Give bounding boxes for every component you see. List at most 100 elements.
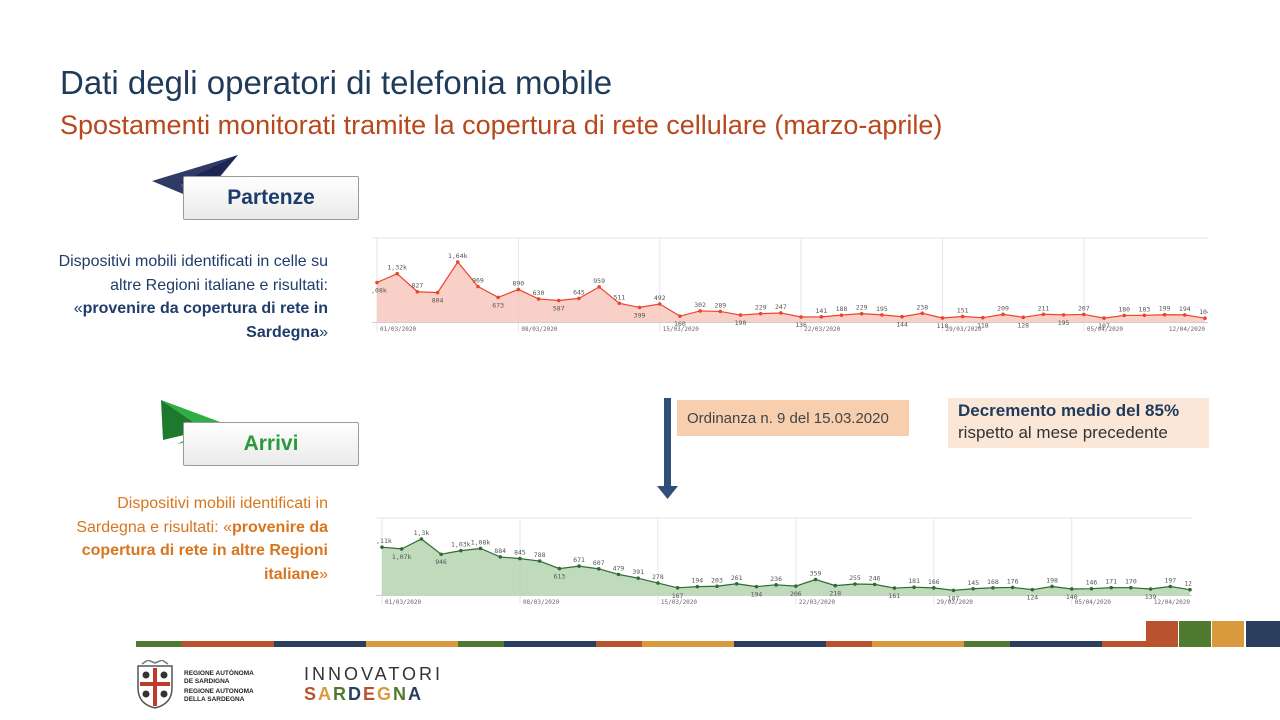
data-point bbox=[656, 581, 660, 585]
data-label: 136 bbox=[795, 321, 807, 329]
series-line bbox=[376, 260, 1206, 319]
data-point bbox=[616, 572, 621, 577]
data-point bbox=[1129, 585, 1133, 590]
data-point bbox=[715, 584, 719, 589]
data-label: 140 bbox=[1066, 593, 1078, 601]
x-tick-label: 22/03/2020 bbox=[804, 326, 841, 333]
data-point bbox=[991, 585, 995, 590]
data-label: 188 bbox=[836, 305, 848, 313]
data-label: 804 bbox=[432, 297, 444, 305]
data-point bbox=[718, 309, 723, 314]
data-point bbox=[813, 577, 818, 582]
data-label: 139 bbox=[1145, 593, 1157, 601]
data-label: 195 bbox=[1058, 319, 1070, 327]
data-label: 289 bbox=[714, 301, 726, 309]
data-point bbox=[636, 576, 640, 580]
data-point bbox=[1041, 312, 1046, 317]
data-point bbox=[657, 302, 662, 306]
data-point bbox=[1030, 587, 1035, 592]
data-label: 146 bbox=[1086, 579, 1098, 587]
data-point bbox=[556, 298, 561, 303]
data-label: 183 bbox=[1139, 305, 1151, 313]
data-point bbox=[596, 567, 601, 571]
data-point bbox=[859, 311, 864, 316]
data-label: 229 bbox=[856, 304, 868, 312]
data-label: 107 bbox=[1098, 322, 1110, 330]
data-point bbox=[971, 586, 976, 591]
data-point bbox=[678, 314, 682, 318]
data-point bbox=[1001, 312, 1005, 317]
data-point bbox=[1142, 313, 1147, 318]
x-tick-label: 15/03/2020 bbox=[661, 599, 698, 606]
data-label: 236 bbox=[770, 575, 782, 583]
innovatori-logo-bottom: SARDEGNA bbox=[304, 684, 424, 704]
data-point bbox=[439, 552, 443, 557]
data-label: 302 bbox=[694, 301, 706, 309]
data-point bbox=[435, 290, 440, 295]
data-label: 587 bbox=[553, 305, 565, 313]
data-label: 166 bbox=[928, 578, 940, 586]
data-point bbox=[1061, 313, 1066, 317]
data-point bbox=[637, 305, 642, 310]
data-point bbox=[1050, 584, 1054, 589]
data-label: 890 bbox=[512, 279, 524, 287]
data-label: 171 bbox=[1105, 578, 1117, 586]
data-label: 151 bbox=[957, 306, 969, 314]
data-point bbox=[1168, 584, 1173, 589]
data-point bbox=[1021, 315, 1026, 320]
departures-description: Dispositivi mobili identificati in celle… bbox=[58, 253, 328, 341]
x-tick-label: 29/03/2020 bbox=[937, 599, 974, 606]
x-tick-label: 12/04/2020 bbox=[1169, 326, 1206, 333]
data-point bbox=[695, 584, 700, 589]
data-point bbox=[617, 301, 622, 306]
data-point bbox=[1082, 312, 1086, 317]
data-label: 261 bbox=[731, 574, 743, 582]
x-tick-label: 01/03/2020 bbox=[385, 599, 422, 606]
data-label: 144 bbox=[896, 321, 908, 329]
data-point bbox=[900, 314, 904, 319]
data-label: 492 bbox=[654, 294, 666, 302]
data-label: 218 bbox=[829, 590, 841, 598]
data-label: 479 bbox=[613, 564, 625, 572]
data-point bbox=[537, 559, 542, 563]
data-point bbox=[799, 315, 803, 319]
data-label: 1,32k bbox=[387, 264, 407, 272]
data-label: 176 bbox=[1007, 577, 1019, 585]
data-label: 110 bbox=[937, 322, 949, 330]
data-label: 1,08k bbox=[372, 286, 387, 294]
data-label: 845 bbox=[514, 549, 526, 557]
x-tick-label: 12/04/2020 bbox=[1154, 599, 1191, 606]
data-point bbox=[399, 547, 404, 551]
data-label: 278 bbox=[652, 573, 664, 581]
coat-of-arms-icon bbox=[137, 660, 173, 709]
arrow-down-icon bbox=[657, 398, 678, 499]
data-point bbox=[577, 296, 581, 301]
data-point bbox=[1162, 312, 1167, 317]
data-point bbox=[415, 289, 420, 294]
data-label: 104 bbox=[1199, 308, 1208, 316]
data-point bbox=[872, 582, 877, 587]
data-label: 1,08k bbox=[471, 538, 491, 546]
data-point bbox=[754, 584, 759, 589]
data-point bbox=[536, 297, 541, 301]
data-label: 107 bbox=[948, 594, 960, 602]
data-label: 645 bbox=[573, 288, 585, 296]
decrease-detail: rispetto al mese precedente bbox=[958, 423, 1168, 442]
x-tick-label: 15/03/2020 bbox=[663, 326, 700, 333]
data-point bbox=[880, 313, 884, 317]
data-point bbox=[675, 586, 680, 590]
data-label: 1,11k bbox=[376, 537, 392, 545]
data-point bbox=[1102, 316, 1106, 320]
data-point bbox=[1188, 587, 1192, 592]
data-point bbox=[839, 313, 844, 317]
data-point bbox=[516, 287, 521, 292]
data-point bbox=[738, 313, 743, 317]
data-point bbox=[912, 585, 916, 590]
data-point bbox=[833, 583, 838, 588]
data-label: 161 bbox=[889, 592, 901, 600]
data-point bbox=[698, 309, 702, 313]
data-point bbox=[951, 588, 956, 593]
data-label: 160 bbox=[674, 320, 686, 328]
data-point bbox=[577, 564, 581, 568]
